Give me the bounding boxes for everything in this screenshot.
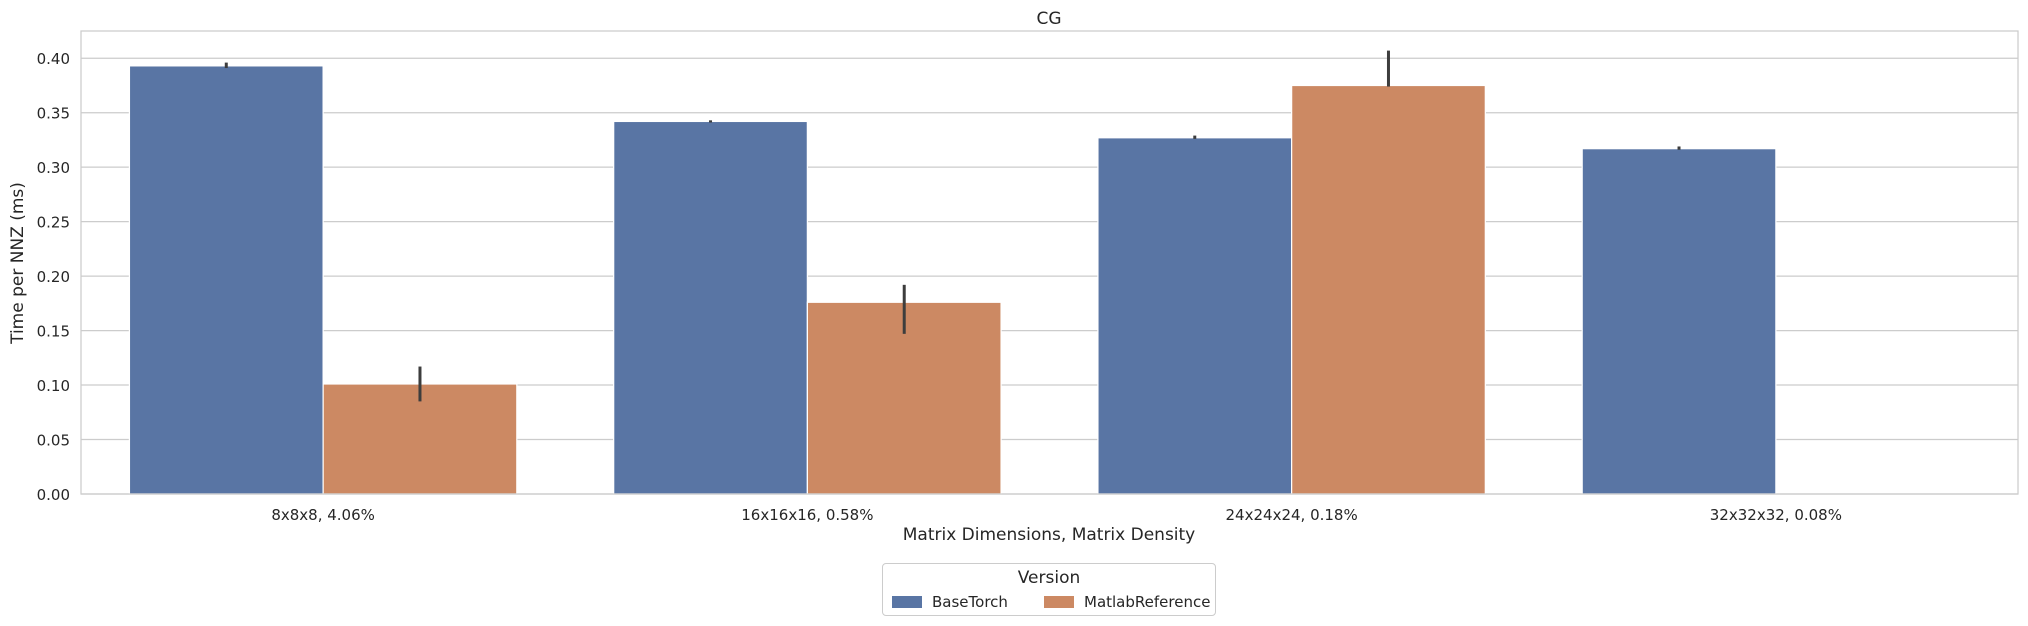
y-tick-label: 0.20 xyxy=(37,268,70,286)
y-tick-labels: 0.00 0.05 0.10 0.15 0.20 0.25 0.30 0.35 0.40 xyxy=(37,50,70,504)
legend-item-matlabreference: MatlabReference xyxy=(1044,593,1210,611)
legend-label-matlabreference: MatlabReference xyxy=(1084,593,1211,611)
y-tick-label: 0.25 xyxy=(37,214,70,232)
y-tick-label: 0.10 xyxy=(37,377,70,395)
bars xyxy=(128,65,1777,495)
y-tick-label: 0.15 xyxy=(37,323,70,341)
x-axis-label: Matrix Dimensions, Matrix Density xyxy=(903,525,1196,545)
error-bars xyxy=(224,50,1681,402)
legend-label-basetorch: BaseTorch xyxy=(932,593,1008,611)
x-tick-labels: 8x8x8, 4.06% 16x16x16, 0.58% 24x24x24, 0.1… xyxy=(271,506,1842,524)
bar-basetorch xyxy=(613,120,808,495)
bar-matlabreference xyxy=(1291,84,1486,495)
y-tick-label: 0.35 xyxy=(37,105,70,123)
legend-swatch-matlabreference xyxy=(1044,596,1074,608)
y-axis-label: Time per NNZ (ms) xyxy=(8,182,28,345)
legend: Version BaseTorch MatlabReference xyxy=(882,563,1216,616)
y-tick-label: 0.00 xyxy=(37,486,70,504)
chart-title: CG xyxy=(1036,9,1061,29)
bar-basetorch xyxy=(128,65,324,495)
bar-matlabreference xyxy=(322,383,518,495)
x-tick-label: 8x8x8, 4.06% xyxy=(271,506,375,524)
y-tick-label: 0.05 xyxy=(37,432,70,450)
legend-swatch-basetorch xyxy=(892,596,922,608)
x-tick-label: 16x16x16, 0.58% xyxy=(741,506,873,524)
plot-frame xyxy=(80,30,2019,495)
bar-basetorch xyxy=(1097,137,1293,495)
legend-item-basetorch: BaseTorch xyxy=(892,593,1008,611)
x-tick-label: 24x24x24, 0.18% xyxy=(1226,506,1358,524)
y-tick-label: 0.30 xyxy=(37,159,70,177)
y-tick-label: 0.40 xyxy=(37,50,70,68)
bar-basetorch xyxy=(1581,148,1777,495)
x-tick-label: 32x32x32, 0.08% xyxy=(1710,506,1842,524)
legend-title: Version xyxy=(1017,568,1081,588)
